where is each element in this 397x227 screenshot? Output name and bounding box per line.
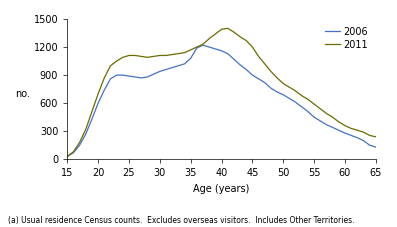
2006: [164, 68, 168, 71]
2011: [65, 155, 69, 158]
2006: [65, 155, 69, 158]
2006: [293, 101, 298, 104]
2011: [293, 90, 298, 92]
2011: [275, 76, 279, 79]
2006: [200, 44, 205, 47]
2011: [374, 136, 378, 138]
Y-axis label: no.: no.: [15, 89, 30, 99]
2006: [158, 70, 162, 73]
2011: [367, 134, 372, 137]
2006: [275, 91, 279, 93]
2011: [164, 54, 168, 57]
2006: [133, 76, 137, 78]
2006: [374, 146, 378, 148]
2006: [367, 144, 372, 147]
Line: 2011: 2011: [67, 28, 376, 156]
Legend: 2006, 2011: 2006, 2011: [322, 24, 371, 53]
2011: [225, 27, 230, 30]
2011: [158, 54, 162, 57]
2011: [133, 54, 137, 57]
Text: (a) Usual residence Census counts.  Excludes overseas visitors.  Includes Other : (a) Usual residence Census counts. Exclu…: [8, 216, 355, 225]
X-axis label: Age (years): Age (years): [193, 184, 250, 194]
Line: 2006: 2006: [67, 45, 376, 156]
